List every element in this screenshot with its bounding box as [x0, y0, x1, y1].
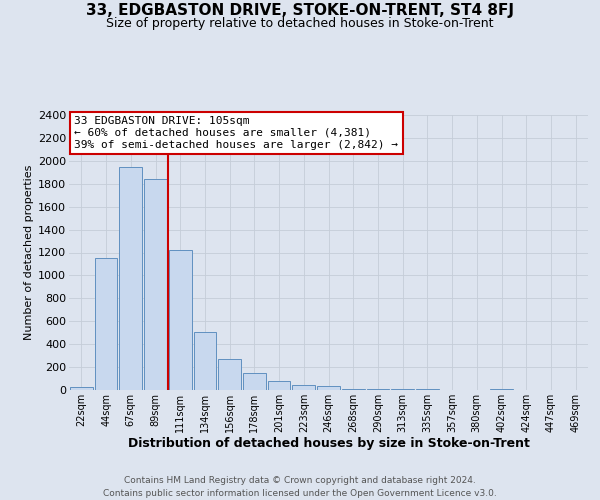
Text: 33, EDGBASTON DRIVE, STOKE-ON-TRENT, ST4 8FJ: 33, EDGBASTON DRIVE, STOKE-ON-TRENT, ST4…: [86, 2, 514, 18]
Text: 33 EDGBASTON DRIVE: 105sqm
← 60% of detached houses are smaller (4,381)
39% of s: 33 EDGBASTON DRIVE: 105sqm ← 60% of deta…: [74, 116, 398, 150]
Bar: [70, 386, 93, 390]
Bar: [490, 389, 513, 390]
Bar: [292, 385, 315, 390]
Bar: [119, 166, 142, 390]
Text: Contains HM Land Registry data © Crown copyright and database right 2024.
Contai: Contains HM Land Registry data © Crown c…: [103, 476, 497, 498]
Y-axis label: Number of detached properties: Number of detached properties: [24, 165, 34, 340]
Bar: [243, 373, 266, 390]
Bar: [144, 179, 167, 390]
Bar: [342, 389, 365, 390]
Bar: [317, 386, 340, 390]
Text: Distribution of detached houses by size in Stoke-on-Trent: Distribution of detached houses by size …: [128, 438, 530, 450]
Bar: [268, 381, 290, 390]
Bar: [95, 258, 118, 390]
Bar: [194, 332, 216, 390]
Bar: [218, 359, 241, 390]
Text: Size of property relative to detached houses in Stoke-on-Trent: Size of property relative to detached ho…: [106, 18, 494, 30]
Bar: [169, 250, 191, 390]
